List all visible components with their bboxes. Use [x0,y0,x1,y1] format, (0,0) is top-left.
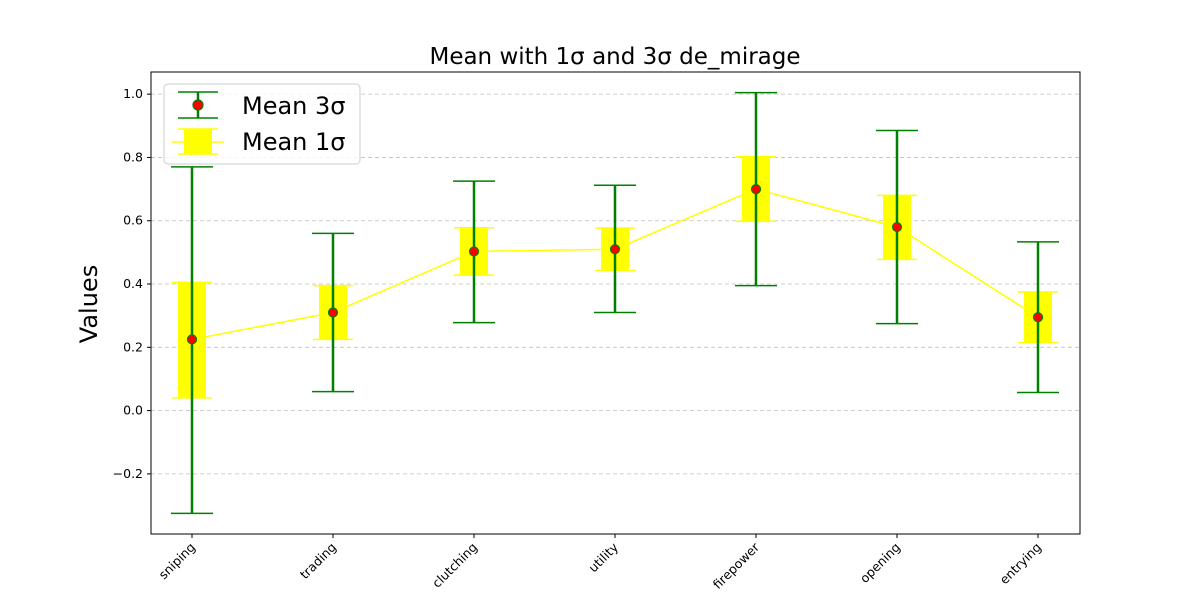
mean-point [891,221,903,233]
y-tick-label: −0.2 [113,466,143,481]
legend: Mean 3σ Mean 1σ [163,83,361,165]
series [171,91,1059,515]
y-tick-label: 1.0 [123,86,143,101]
legend-label-sigma1: Mean 1σ [242,128,346,156]
mean-point [186,334,198,345]
chart-title: Mean with 1σ and 3σ de_mirage [429,44,800,70]
legend-box [163,83,361,165]
x-tick-label: sniping [156,540,199,583]
y-tick-label: 0.0 [123,403,143,418]
x-tick-label: firepower [710,539,763,592]
mean-point [468,246,480,257]
y-axis-label: Values [75,265,103,343]
y-tick-label: 0.4 [123,276,143,291]
legend-item-sigma3: Mean 3σ [178,91,346,120]
x-tick-label: entrying [996,540,1044,588]
x-tick-label: trading [297,540,339,582]
mean-point [1032,312,1044,323]
mean-point [609,244,621,255]
mean-point [750,183,762,195]
y-tick-label: 0.6 [123,213,143,228]
x-tick-label: opening [857,540,903,586]
y-tick-label: 0.8 [123,149,143,164]
legend-mean-marker [192,99,204,111]
x-tick-label: clutching [429,540,480,591]
mean-point [327,307,339,318]
x-tick-label: utility [585,539,621,575]
y-tick-label: 0.2 [123,339,143,354]
legend-item-sigma1: Mean 1σ [172,128,346,156]
legend-label-sigma3: Mean 3σ [242,92,346,120]
